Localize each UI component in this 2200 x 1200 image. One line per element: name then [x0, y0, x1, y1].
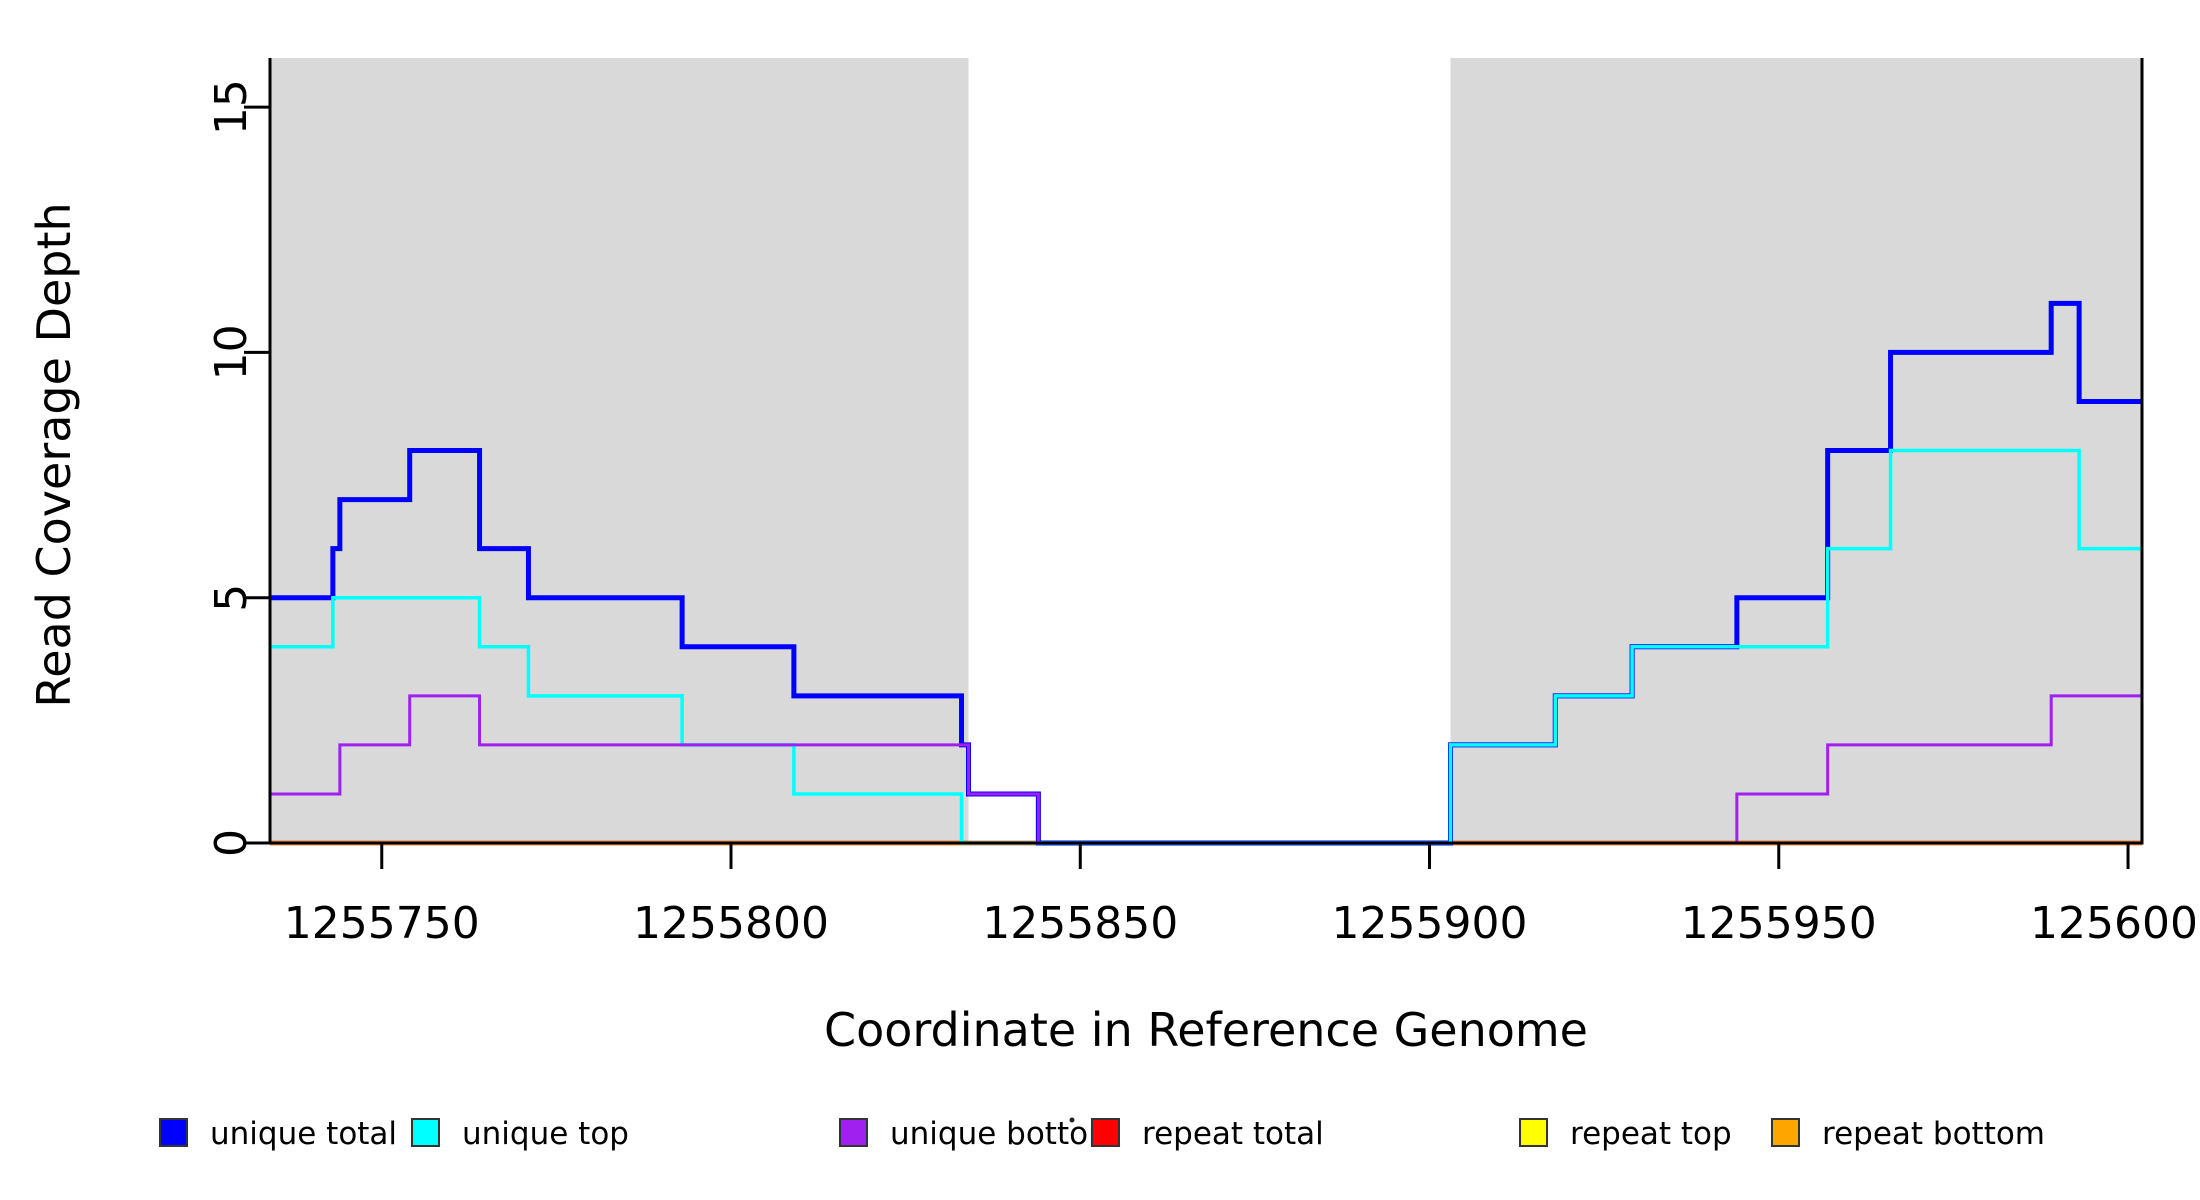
legend-item: repeat bottom: [1771, 1116, 2045, 1152]
x-tick-label: 1255900: [1332, 898, 1528, 949]
legend-swatch: [159, 1118, 188, 1147]
legend-item: repeat total: [1091, 1116, 1324, 1152]
legend-item: repeat top: [1519, 1116, 1732, 1152]
legend-item-label: repeat top: [1570, 1116, 1732, 1152]
legend-item-label: unique bottom: [890, 1116, 1118, 1152]
legend: unique total unique top unique bottom repea…: [159, 1116, 2045, 1152]
legend-swatch: [1771, 1118, 1800, 1147]
legend-item: unique bottom: [839, 1116, 1118, 1152]
legend-item: unique top: [411, 1116, 629, 1152]
x-tick-label: 1255750: [284, 898, 480, 949]
tick-marks-and-labels: 1255750 1255800 1255850 1255900 1255950 12560…: [206, 79, 2200, 949]
y-tick-label: 0: [206, 829, 257, 857]
y-tick-label: 10: [206, 324, 257, 380]
y-tick-label: 5: [206, 584, 257, 612]
axes: [268, 58, 2144, 845]
aligned-region-shade: [270, 58, 969, 843]
legend-swatch: [411, 1118, 440, 1147]
x-tick-label: 1255800: [633, 898, 829, 949]
x-tick-label: 1255950: [1681, 898, 1877, 949]
legend-item-label: repeat total: [1142, 1116, 1324, 1152]
legend-swatch: [839, 1118, 868, 1147]
legend-item-label: unique total: [210, 1116, 397, 1152]
legend-swatch: [1519, 1118, 1548, 1147]
series-line-unique-bottom: [270, 694, 2142, 845]
y-tick-label: 15: [206, 79, 257, 135]
legend-item-label: repeat bottom: [1822, 1116, 2045, 1152]
legend-item-label: unique top: [462, 1116, 629, 1152]
x-tick-label: 1255850: [982, 898, 1178, 949]
stray-mark: [1069, 1117, 1075, 1123]
x-axis-title: Coordinate in Reference Genome: [824, 1003, 1588, 1057]
y-axis-title: Read Coverage Depth: [27, 202, 81, 707]
legend-swatch: [1091, 1118, 1120, 1147]
legend-item: unique total: [159, 1116, 397, 1152]
